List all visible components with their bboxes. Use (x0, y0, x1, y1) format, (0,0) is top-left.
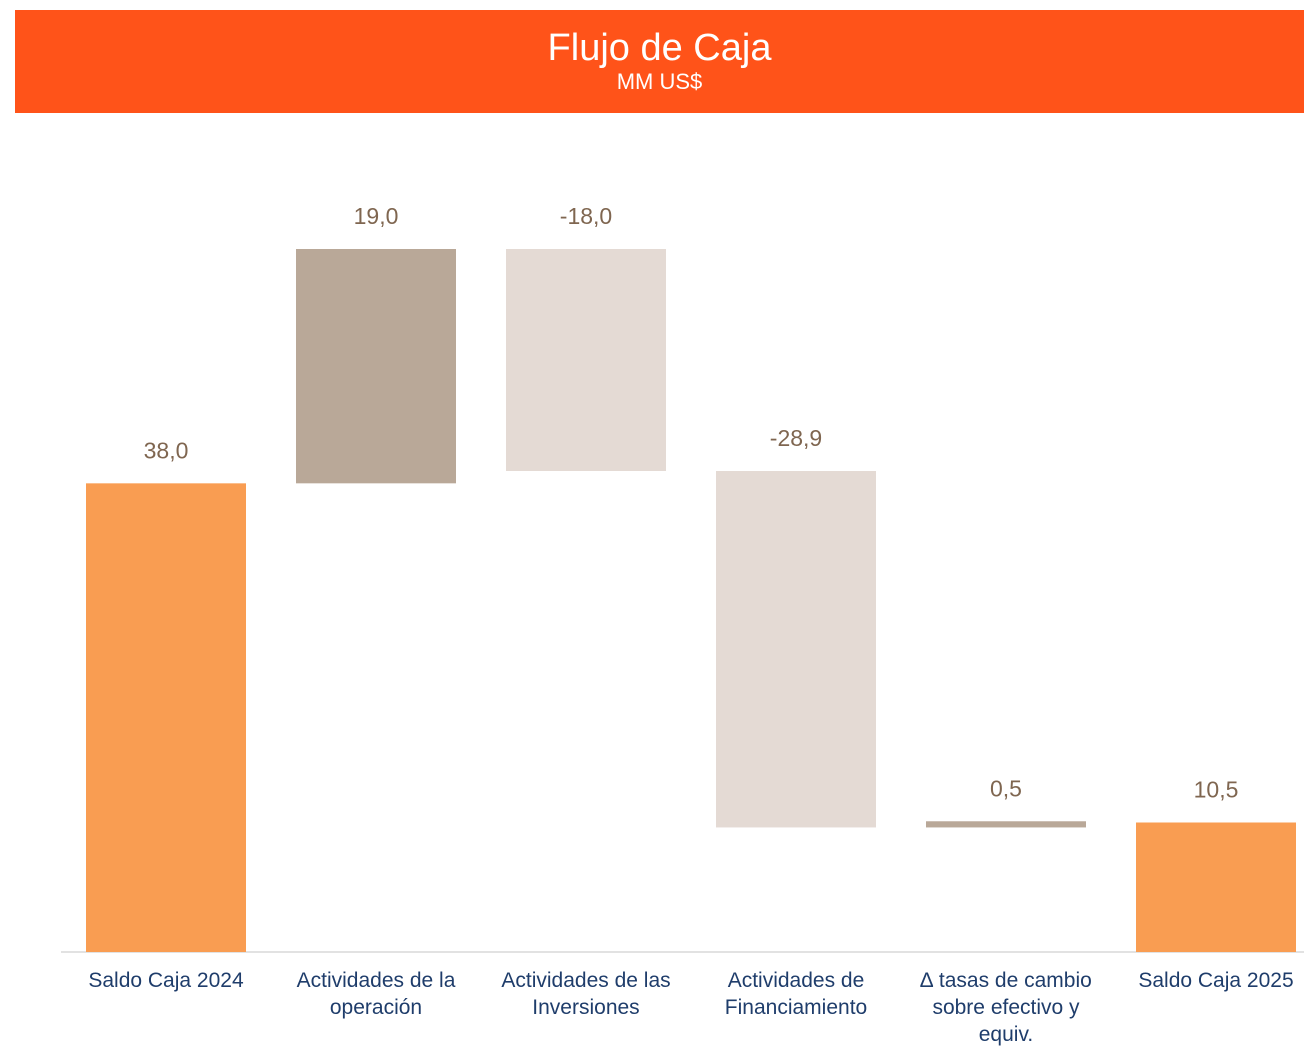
value-label: -18,0 (560, 203, 612, 229)
bar (1136, 822, 1296, 952)
x-tick-label: ∆ tasas de cambio sobre efectivo y equiv… (920, 969, 1092, 1046)
header-band: Flujo de Caja MM US$ (15, 10, 1304, 113)
x-tick-label: Actividades de la operación (296, 969, 456, 1019)
x-tick-label: Saldo Caja 2025 (1138, 969, 1294, 992)
value-label: -28,9 (770, 425, 822, 451)
x-tick-label: Saldo Caja 2024 (88, 969, 244, 992)
bar (716, 471, 876, 828)
chart-subtitle: MM US$ (616, 69, 703, 94)
value-label: 10,5 (1194, 777, 1239, 803)
bar (86, 483, 246, 952)
x-tick-label: Actividades de las Inversiones (501, 969, 671, 1019)
bar (926, 821, 1086, 828)
bar (296, 249, 456, 484)
x-tick-label: Actividades de Financiamiento (724, 969, 868, 1019)
value-label: 19,0 (354, 203, 399, 229)
chart-title: Flujo de Caja (547, 27, 772, 69)
value-label: 38,0 (144, 437, 189, 463)
value-label: 0,5 (990, 775, 1022, 801)
bar (506, 249, 666, 471)
